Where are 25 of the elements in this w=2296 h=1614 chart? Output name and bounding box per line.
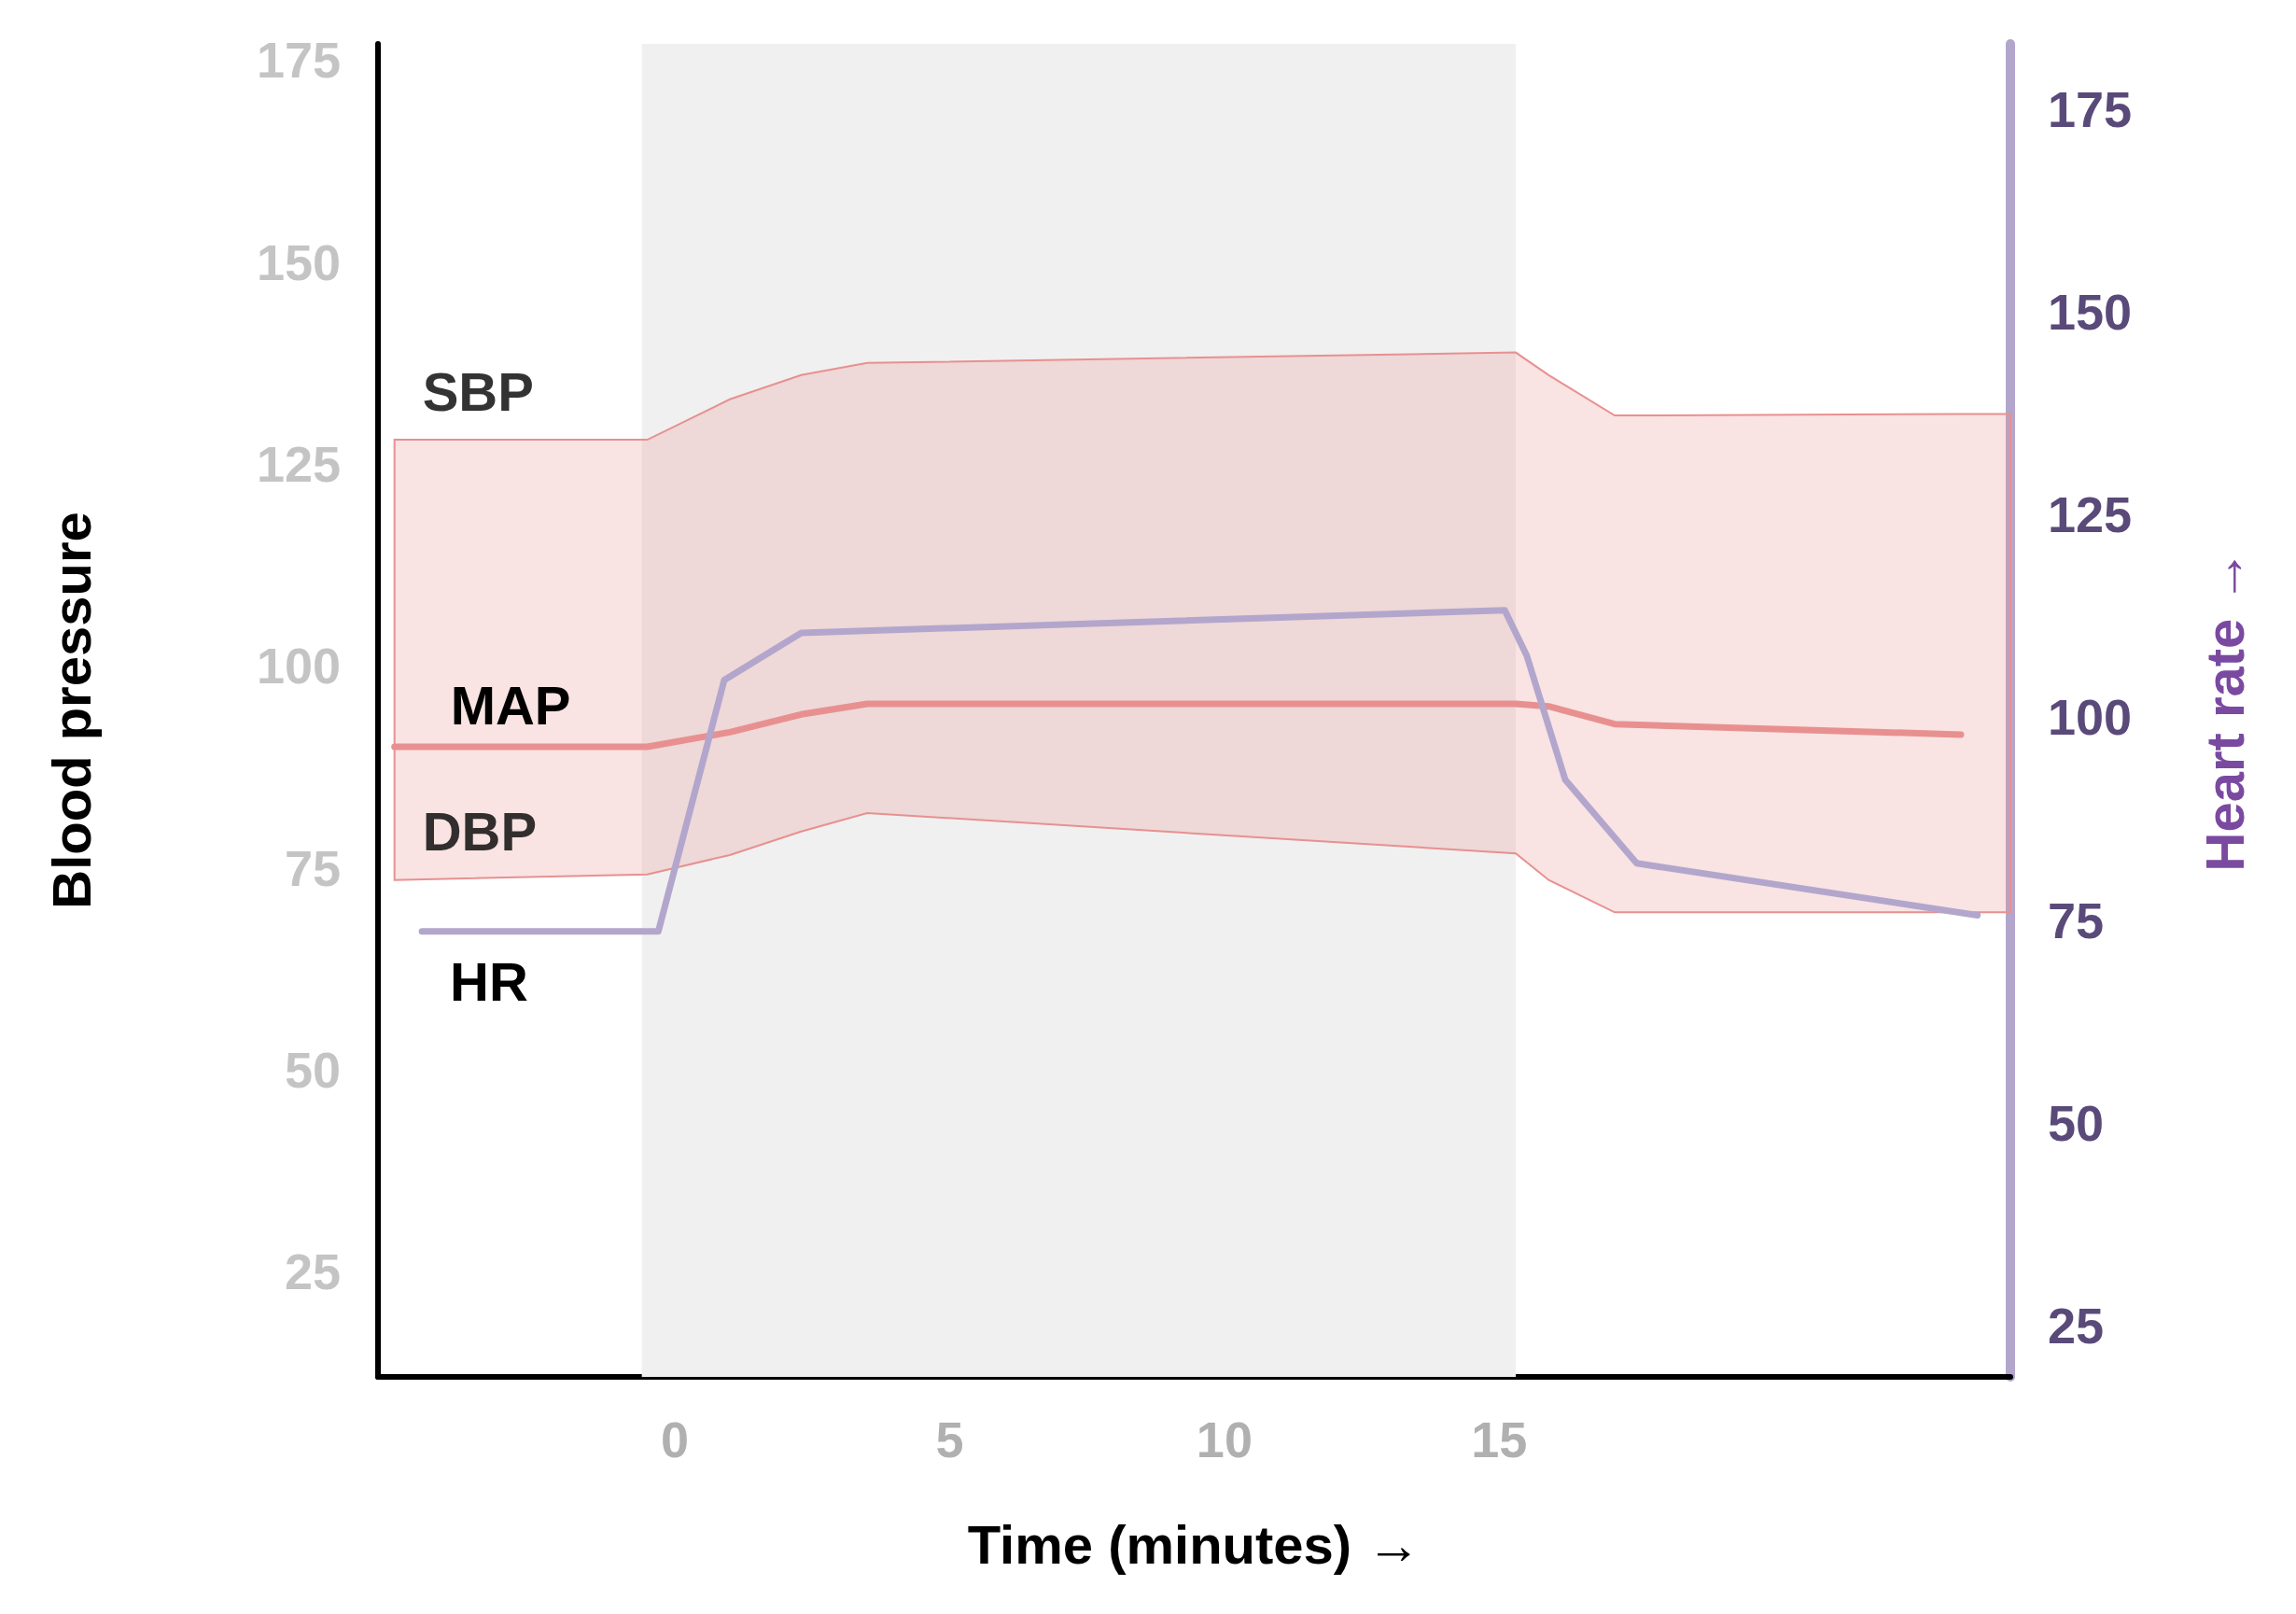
y2-tick-label: 100: [2048, 689, 2133, 746]
x-tick-label: 0: [660, 1411, 690, 1467]
y2-tick-label: 75: [2048, 891, 2105, 948]
y-axis-title: Blood pressure: [40, 512, 102, 909]
y-tick-label: 50: [284, 1042, 341, 1099]
x-tick-label: 10: [1196, 1411, 1253, 1467]
y2-tick-label: 50: [2048, 1094, 2105, 1151]
y-tick-label: 150: [256, 233, 341, 290]
y-tick-label: 25: [284, 1243, 341, 1300]
series-label: HR: [450, 951, 528, 1013]
y-tick-label: 175: [256, 32, 341, 89]
series-label: MAP: [450, 675, 571, 737]
x-axis-title: Time (minutes) →: [967, 1513, 1421, 1575]
y-tick-label: 75: [284, 839, 341, 896]
annotation: DBP: [422, 801, 538, 863]
y-tick-label: 125: [256, 436, 341, 493]
y2-tick-label: 125: [2048, 486, 2133, 543]
y2-tick-label: 25: [2048, 1298, 2105, 1354]
y2-axis-title: Heart rate →: [2193, 549, 2255, 872]
annotation: SBP: [422, 360, 534, 422]
y2-tick-label: 150: [2048, 283, 2133, 340]
x-tick-label: 15: [1471, 1411, 1528, 1467]
y2-tick-label: 175: [2048, 80, 2133, 137]
y-tick-label: 100: [256, 638, 341, 695]
x-tick-label: 5: [935, 1411, 964, 1467]
